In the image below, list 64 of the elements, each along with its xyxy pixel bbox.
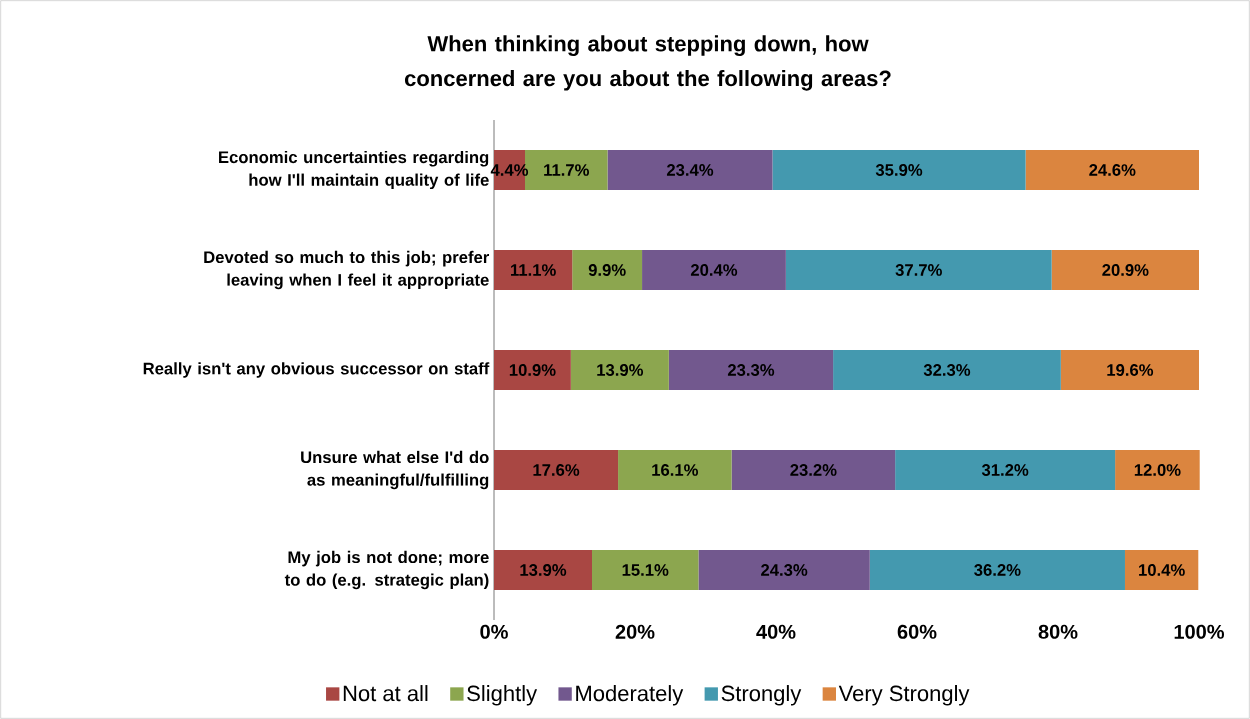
data-label: 13.9% bbox=[520, 564, 567, 576]
bar bbox=[1124, 550, 1199, 591]
data-label: 23.2% bbox=[790, 464, 837, 476]
data-label: 20.4% bbox=[690, 264, 738, 276]
bar bbox=[731, 450, 896, 491]
bar bbox=[607, 150, 773, 191]
data-label: 35.9% bbox=[875, 164, 923, 176]
y-tick-label: Devoted so much to this job; prefer leaving when I feel it appropriate bbox=[204, 250, 490, 290]
y-tick-label: Economic uncertainties regarding how I'll maintain quality of life bbox=[219, 150, 489, 190]
data-label: 15.1% bbox=[622, 564, 669, 576]
data-label: 37.7% bbox=[895, 264, 942, 276]
y-tick-label: My job is not done; more to do (e.g. strategic plan) bbox=[284, 550, 489, 590]
bar bbox=[570, 350, 669, 391]
legend-label: Not at all bbox=[343, 685, 428, 702]
data-label: 11.7% bbox=[544, 164, 589, 176]
bar bbox=[895, 450, 1116, 491]
bar bbox=[869, 550, 1125, 591]
bar bbox=[494, 350, 571, 391]
data-label: 17.6% bbox=[533, 464, 580, 476]
bar bbox=[494, 250, 573, 291]
data-label: 19.6% bbox=[1107, 364, 1154, 376]
x-tick-label: 0% bbox=[480, 624, 508, 639]
data-label: 31.2% bbox=[981, 464, 1029, 476]
data-label: 24.6% bbox=[1089, 164, 1136, 176]
data-label: 23.3% bbox=[727, 364, 775, 376]
bar bbox=[772, 150, 1026, 191]
x-tick-label: 40% bbox=[756, 624, 796, 639]
bar bbox=[572, 250, 643, 291]
bar bbox=[592, 550, 699, 591]
bar bbox=[833, 350, 1061, 391]
legend-label: Very Strongly bbox=[838, 685, 970, 706]
bar bbox=[785, 250, 1052, 291]
data-label: 13.9% bbox=[597, 364, 644, 376]
data-label: 32.3% bbox=[923, 364, 971, 376]
data-label: 16.1% bbox=[652, 464, 699, 476]
x-tick-label: 60% bbox=[897, 624, 937, 639]
legend-label: Slightly bbox=[467, 685, 538, 706]
bar bbox=[642, 250, 786, 291]
x-tick-label: 20% bbox=[615, 624, 655, 639]
bar bbox=[1060, 350, 1199, 391]
x-tick-label: 100% bbox=[1174, 624, 1225, 639]
data-label: 9.9% bbox=[588, 264, 626, 276]
data-label: 36.2% bbox=[974, 564, 1021, 576]
x-tick-label: 80% bbox=[1038, 624, 1078, 639]
y-tick-label: Really isn't any obvious successor on staff bbox=[143, 362, 490, 378]
bar bbox=[1051, 250, 1199, 291]
bar bbox=[1025, 150, 1199, 191]
bar bbox=[668, 350, 834, 391]
bar bbox=[618, 450, 732, 491]
chart-title: When thinking about stepping down, how concerned are you about the following areas? bbox=[404, 35, 891, 91]
bar bbox=[494, 450, 619, 491]
data-label: 23.4% bbox=[666, 164, 714, 176]
legend-label: Strongly bbox=[721, 685, 802, 706]
y-tick-label: Unsure what else I'd do as meaningful/fulfilling bbox=[301, 450, 489, 490]
data-label: 11.1% bbox=[511, 264, 556, 276]
data-label: 24.3% bbox=[761, 564, 808, 576]
bar bbox=[698, 550, 870, 591]
bar bbox=[1115, 450, 1200, 491]
data-label: 20.9% bbox=[1102, 264, 1149, 276]
legend-label: Moderately bbox=[576, 685, 684, 706]
bar bbox=[494, 550, 592, 591]
data-label: 12.0% bbox=[1134, 464, 1181, 476]
data-label: 10.4% bbox=[1139, 564, 1185, 576]
data-label: 10.9% bbox=[509, 364, 556, 376]
